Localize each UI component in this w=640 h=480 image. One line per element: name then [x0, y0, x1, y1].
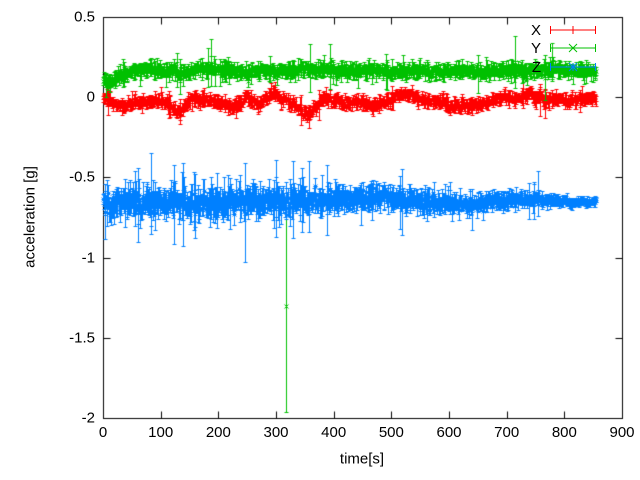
- x-tick-label: 600: [436, 424, 462, 441]
- y-axis-title: acceleration [g]: [21, 166, 39, 268]
- x-tick-label: 400: [321, 424, 347, 441]
- x-tick-label: 200: [205, 424, 231, 441]
- x-tick-label: 800: [551, 424, 577, 441]
- y-tick-label: 0: [86, 88, 95, 106]
- y-tick-label: -1: [81, 249, 95, 267]
- x-tick-label: 700: [494, 424, 520, 441]
- x-axis-title: time[s]: [339, 450, 385, 468]
- x-tick-label: 100: [148, 424, 174, 441]
- y-tick-label: 0.5: [74, 8, 95, 26]
- x-tick-label: 500: [378, 424, 404, 441]
- x-tick-label: 900: [609, 424, 635, 441]
- y-tick-label: -2: [81, 409, 95, 427]
- y-tick-label: -1.5: [69, 329, 95, 347]
- x-tick-label: 0: [98, 424, 108, 441]
- y-tick-label: -0.5: [69, 168, 95, 186]
- x-tick-label: 300: [263, 424, 289, 441]
